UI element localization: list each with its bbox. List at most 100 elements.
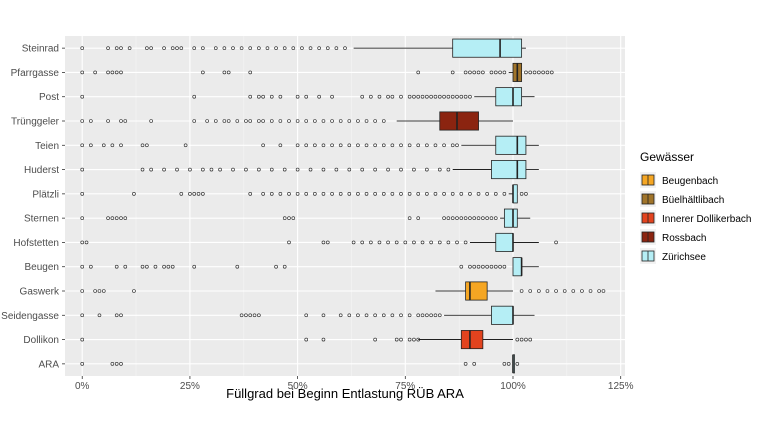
outlier-point [364,313,369,318]
outlier-point [201,70,205,75]
box-body [465,281,488,301]
outlier-point [291,46,296,50]
x-axis: 0% 25% 50% 75% 100% 125% [75,376,634,392]
outlier-point [93,70,97,75]
outlier-point [325,46,330,50]
outlier-point [442,192,446,196]
outlier-point [515,337,520,342]
legend-title: Gewässer [640,150,694,164]
outlier-point [493,216,498,220]
outlier-point [183,143,188,148]
outlier-point [248,313,253,318]
outlier-point [295,167,300,172]
outlier-point [84,240,89,245]
outlier-point [455,240,459,245]
outlier-point [425,167,429,172]
outlier-point [269,94,274,99]
outlier-point [450,216,455,220]
outlier-point [450,94,455,99]
outlier-point [541,70,545,75]
outlier-point [308,46,313,50]
box-teien [80,135,539,155]
outlier-point [80,94,85,99]
outlier-point [463,362,468,366]
legend: Gewässer Beugenbach Büelhältlibach Innerer… [640,150,752,264]
outlier-point [321,143,326,148]
outlier-point [162,167,166,172]
outlier-point [459,94,464,99]
outlier-point [463,240,468,245]
outlier-point [248,94,253,99]
outlier-point [429,94,433,99]
outlier-point [433,192,438,196]
outlier-point [472,70,477,75]
outlier-point [330,94,334,99]
box-body [491,160,527,180]
outlier-point [291,216,296,220]
outlier-point [89,143,93,148]
outlier-point [463,70,468,75]
outlier-point [524,192,528,196]
outlier-point [80,264,85,269]
outlier-point [545,70,550,75]
outlier-point [321,240,326,245]
outlier-point [360,94,365,99]
outlier-point [295,143,300,148]
y-tick-label: Steinrad [22,44,59,55]
outlier-point [205,119,209,123]
outlier-point [222,70,227,75]
outlier-point [412,337,416,342]
outlier-point [493,192,498,196]
y-tick-label: Post [39,92,59,103]
outlier-point [244,313,248,318]
outlier-point [321,313,326,318]
outlier-point [192,119,197,123]
outlier-point [119,362,123,366]
outlier-point [463,94,468,99]
outlier-point [468,216,472,220]
outlier-point [373,313,377,318]
outlier-point [295,192,300,196]
outlier-point [257,94,261,99]
outlier-point [524,70,528,75]
box-body [460,330,484,350]
outlier-point [485,216,489,220]
outlier-point [476,70,481,75]
legend-label: Innerer Dollikerbach [662,214,752,225]
outlier-point [381,119,386,123]
outlier-point [80,70,85,75]
outlier-point [80,119,85,123]
box-dollikon [80,330,533,350]
outlier-point [338,313,343,318]
outlier-point [437,167,442,172]
outlier-point [412,94,416,99]
outlier-point [140,167,145,172]
outlier-point [468,94,472,99]
outlier-point [149,167,153,172]
x-tick-label: 100% [500,381,526,392]
outlier-point [373,337,377,342]
outlier-point [442,94,446,99]
outlier-point [554,289,558,293]
box-body [495,232,514,252]
box-ara [80,354,520,374]
outlier-point [300,46,304,50]
box-seidengasse [80,305,535,325]
y-tick-label: Dollikon [23,335,59,346]
outlier-point [429,313,433,318]
outlier-point [145,46,149,50]
outlier-point [80,143,85,148]
outlier-point [274,264,278,269]
outlier-point [110,143,115,148]
outlier-point [226,119,231,123]
outlier-point [407,313,412,318]
outlier-point [502,70,507,75]
outlier-point [433,94,438,99]
outlier-point [231,46,235,50]
outlier-point [106,46,110,50]
outlier-point [257,119,261,123]
outlier-point [119,119,123,123]
outlier-point [287,192,291,196]
outlier-point [476,216,481,220]
outlier-point [235,264,240,269]
